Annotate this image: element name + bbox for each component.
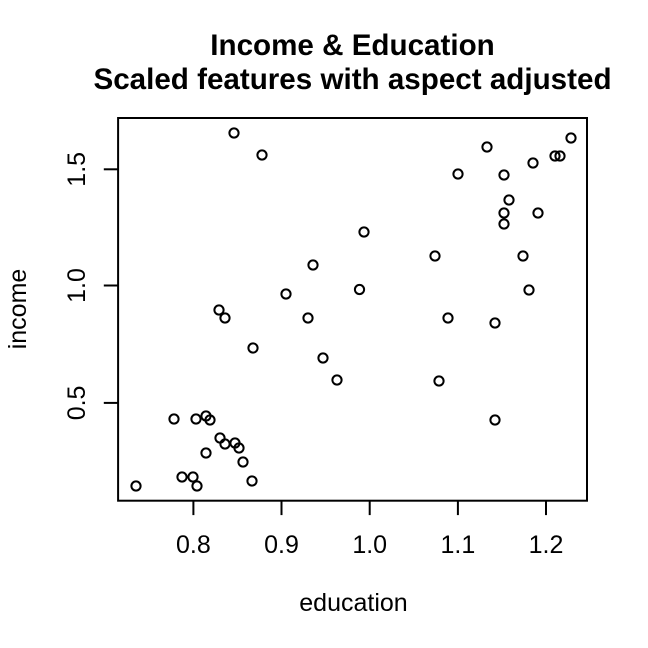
svg-text:1.2: 1.2 bbox=[529, 531, 564, 559]
svg-text:education: education bbox=[299, 589, 407, 617]
svg-text:0.8: 0.8 bbox=[176, 531, 211, 559]
svg-text:0.9: 0.9 bbox=[264, 531, 299, 559]
svg-text:1.0: 1.0 bbox=[352, 531, 387, 559]
svg-text:1.1: 1.1 bbox=[441, 531, 476, 559]
svg-text:income: income bbox=[4, 269, 32, 350]
svg-text:0.5: 0.5 bbox=[63, 386, 91, 421]
svg-text:1.5: 1.5 bbox=[63, 152, 91, 187]
svg-text:Income & Education: Income & Education bbox=[210, 29, 494, 62]
svg-text:Scaled features with aspect ad: Scaled features with aspect adjusted bbox=[93, 63, 611, 96]
svg-text:1.0: 1.0 bbox=[63, 268, 91, 303]
